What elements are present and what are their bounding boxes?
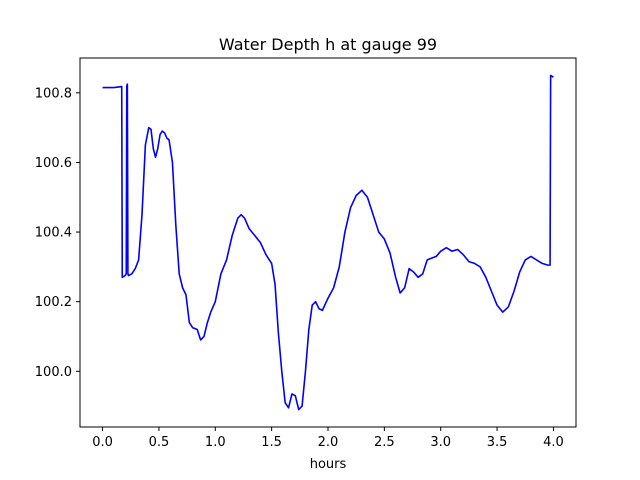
x-tick-label: 3.0 (430, 435, 451, 450)
y-tick-label: 100.2 (35, 295, 72, 310)
x-axis-label: hours (310, 457, 347, 472)
plot-area (102, 74, 554, 411)
x-tick-label: 3.5 (487, 435, 508, 450)
x-tick-label: 1.5 (261, 435, 282, 450)
y-tick-label: 100.0 (35, 365, 72, 380)
x-tick-label: 4.0 (543, 435, 564, 450)
y-axis-ticks: 100.0 100.2 100.4 100.6 100.8 (35, 86, 80, 380)
y-tick-label: 100.4 (35, 226, 72, 241)
x-tick-label: 0.0 (92, 435, 113, 450)
series-line-water-depth (102, 74, 554, 411)
x-tick-label: 1.0 (205, 435, 226, 450)
x-tick-label: 2.5 (374, 435, 395, 450)
y-tick-label: 100.8 (35, 86, 72, 101)
chart-title: Water Depth h at gauge 99 (219, 35, 437, 54)
x-axis-ticks: 0.0 0.5 1.0 1.5 2.0 2.5 3.0 3.5 4.0 (92, 427, 564, 450)
y-tick-label: 100.6 (35, 156, 72, 171)
x-tick-label: 2.0 (318, 435, 339, 450)
x-tick-label: 0.5 (149, 435, 170, 450)
